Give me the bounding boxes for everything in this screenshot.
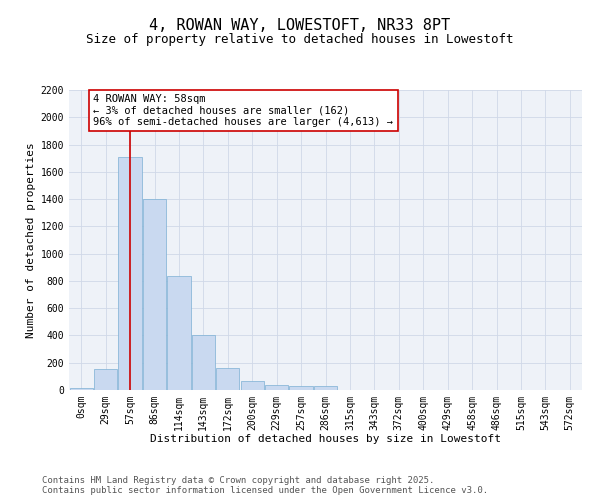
Bar <box>167 276 191 390</box>
Bar <box>265 385 288 390</box>
Bar <box>314 386 337 390</box>
Text: Contains public sector information licensed under the Open Government Licence v3: Contains public sector information licen… <box>42 486 488 495</box>
Text: Contains HM Land Registry data © Crown copyright and database right 2025.: Contains HM Land Registry data © Crown c… <box>42 476 434 485</box>
Text: Size of property relative to detached houses in Lowestoft: Size of property relative to detached ho… <box>86 32 514 46</box>
Bar <box>216 368 239 390</box>
Bar <box>143 199 166 390</box>
X-axis label: Distribution of detached houses by size in Lowestoft: Distribution of detached houses by size … <box>150 434 501 444</box>
Bar <box>70 388 93 390</box>
Text: 4 ROWAN WAY: 58sqm
← 3% of detached houses are smaller (162)
96% of semi-detache: 4 ROWAN WAY: 58sqm ← 3% of detached hous… <box>94 94 394 128</box>
Bar <box>118 157 142 390</box>
Bar <box>94 369 117 390</box>
Bar <box>241 381 264 390</box>
Text: 4, ROWAN WAY, LOWESTOFT, NR33 8PT: 4, ROWAN WAY, LOWESTOFT, NR33 8PT <box>149 18 451 32</box>
Y-axis label: Number of detached properties: Number of detached properties <box>26 142 37 338</box>
Bar <box>289 386 313 390</box>
Bar <box>192 336 215 390</box>
